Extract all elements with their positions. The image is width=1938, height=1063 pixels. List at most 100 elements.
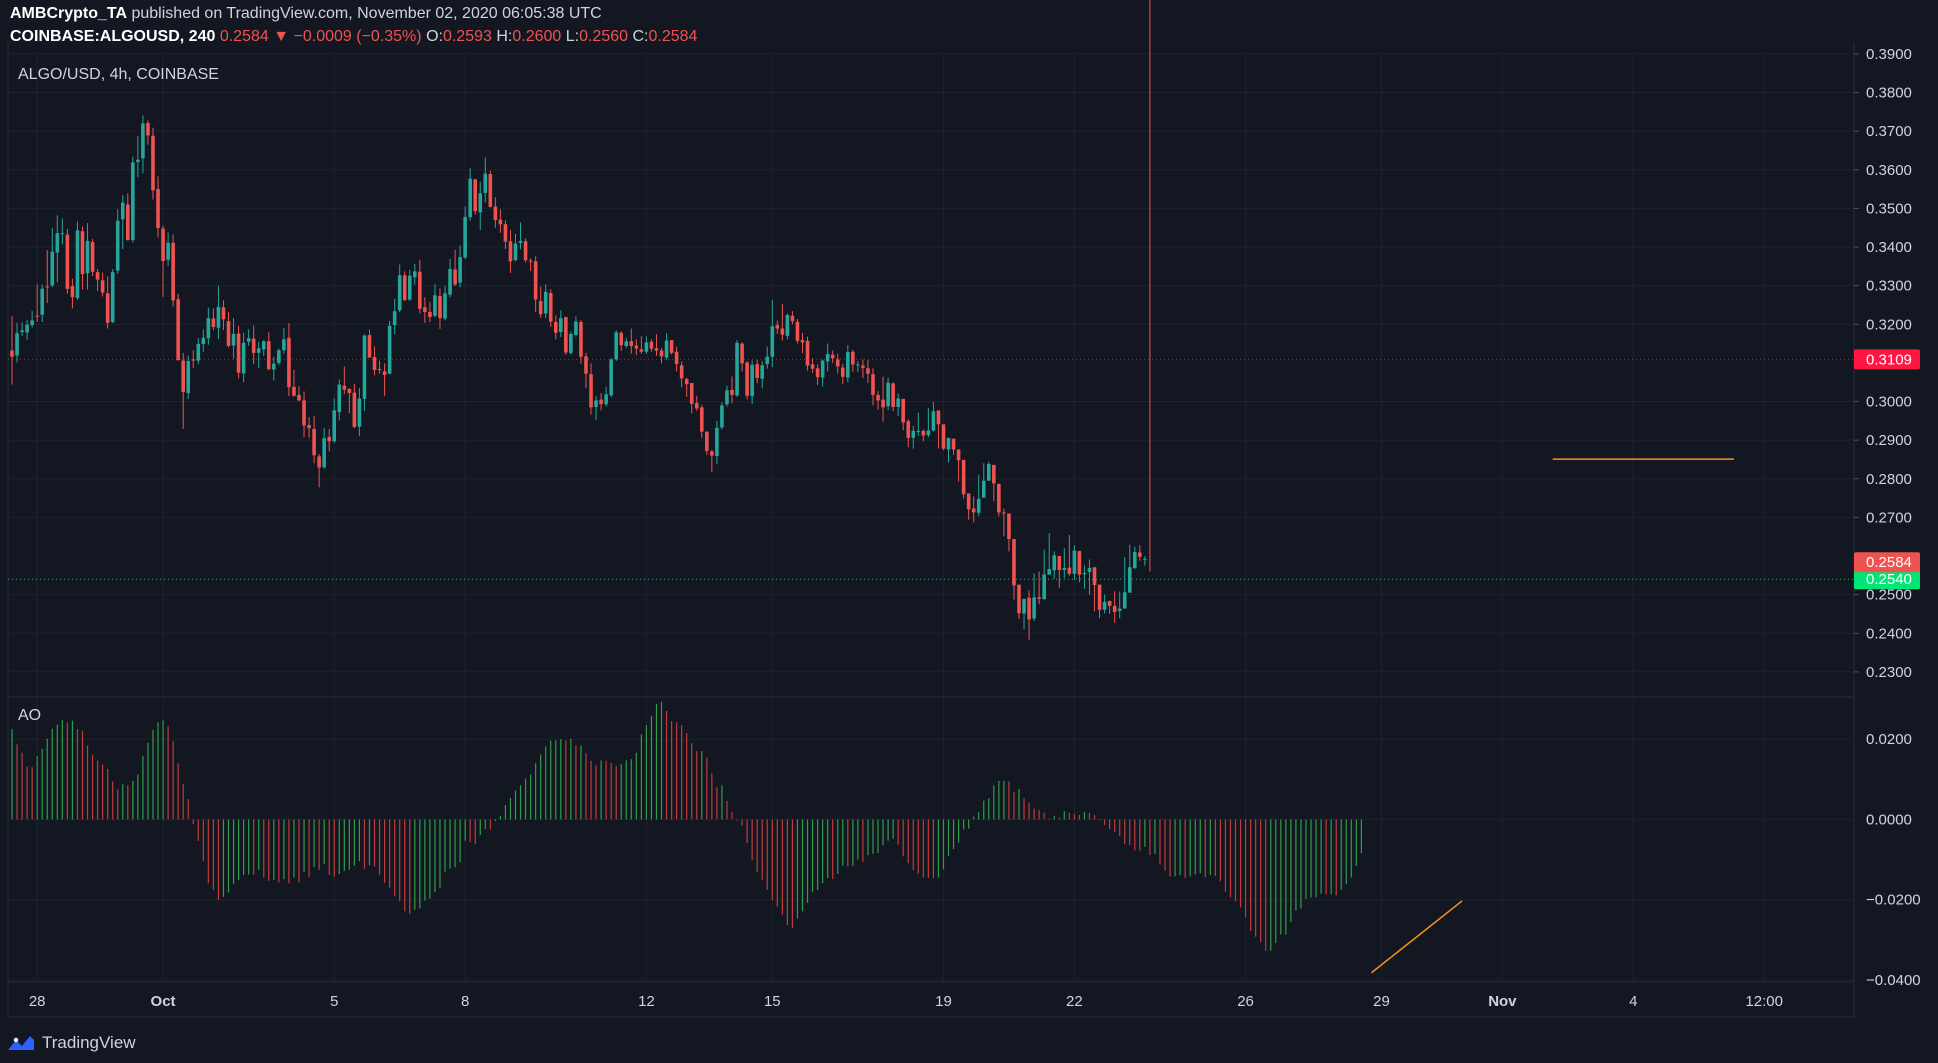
candle-body[interactable]	[851, 351, 855, 365]
candle-body[interactable]	[599, 399, 603, 405]
candle-body[interactable]	[1102, 601, 1107, 610]
candle-body[interactable]	[1097, 584, 1102, 610]
candle-body[interactable]	[478, 193, 483, 213]
candle-body[interactable]	[1107, 600, 1112, 606]
author-name[interactable]: AMBCrypto_TA	[10, 5, 128, 22]
candle-body[interactable]	[810, 364, 815, 369]
candle-body[interactable]	[196, 343, 201, 361]
candle-body[interactable]	[141, 123, 145, 159]
candle-body[interactable]	[846, 352, 850, 378]
ao-pane-title[interactable]: AO	[18, 707, 42, 724]
candle-body[interactable]	[966, 493, 971, 510]
candle-body[interactable]	[1138, 552, 1142, 557]
candle-body[interactable]	[428, 311, 432, 317]
candle-body[interactable]	[110, 272, 115, 322]
candle-body[interactable]	[246, 338, 251, 342]
candle-body[interactable]	[503, 224, 508, 242]
ao-pane[interactable]	[11, 701, 1463, 974]
candle-body[interactable]	[1042, 574, 1046, 600]
candle-body[interactable]	[397, 275, 402, 311]
candle-body[interactable]	[891, 383, 895, 407]
candle-body[interactable]	[443, 293, 447, 319]
candle-body[interactable]	[65, 234, 70, 289]
candle-body[interactable]	[60, 233, 65, 235]
candle-body[interactable]	[639, 349, 644, 352]
candle-body[interactable]	[221, 307, 226, 320]
candle-body[interactable]	[825, 354, 830, 362]
candle-body[interactable]	[433, 295, 437, 316]
candle-body[interactable]	[191, 359, 196, 361]
candle-body[interactable]	[689, 382, 694, 404]
candle-body[interactable]	[715, 427, 719, 456]
candle-body[interactable]	[1143, 558, 1147, 560]
candle-body[interactable]	[272, 363, 276, 370]
candle-body[interactable]	[740, 343, 744, 364]
candle-body[interactable]	[941, 424, 946, 449]
candle-body[interactable]	[699, 407, 704, 432]
candle-body[interactable]	[992, 464, 996, 484]
candle-body[interactable]	[40, 288, 45, 315]
candle-body[interactable]	[901, 398, 905, 423]
candle-body[interactable]	[95, 272, 100, 280]
candle-body[interactable]	[800, 340, 805, 343]
candle-body[interactable]	[886, 382, 890, 407]
candle-body[interactable]	[830, 354, 835, 359]
candle-body[interactable]	[30, 320, 34, 326]
candle-body[interactable]	[538, 301, 543, 315]
candle-body[interactable]	[322, 438, 326, 468]
candle-body[interactable]	[488, 174, 493, 207]
candle-body[interactable]	[835, 359, 840, 367]
candle-body[interactable]	[543, 291, 548, 314]
candle-body[interactable]	[352, 392, 357, 428]
candle-body[interactable]	[448, 269, 452, 295]
price-pane-title[interactable]: ALGO/USD, 4h, COINBASE	[18, 66, 219, 83]
candle-body[interactable]	[619, 332, 624, 346]
candle-body[interactable]	[342, 385, 347, 390]
candle-body[interactable]	[161, 228, 165, 261]
candle-body[interactable]	[946, 437, 951, 450]
footer-brand[interactable]: TradingView	[6, 1033, 136, 1053]
candle-body[interactable]	[871, 374, 875, 395]
candle-body[interactable]	[392, 311, 397, 326]
candle-body[interactable]	[881, 399, 885, 408]
candle-body[interactable]	[559, 318, 563, 333]
candle-body[interactable]	[1117, 608, 1122, 611]
candle-body[interactable]	[513, 243, 518, 261]
candle-body[interactable]	[1027, 597, 1031, 620]
candle-body[interactable]	[201, 337, 206, 344]
candle-body[interactable]	[115, 220, 120, 271]
candle-body[interactable]	[1092, 567, 1097, 585]
candle-body[interactable]	[961, 459, 966, 495]
candle-body[interactable]	[951, 438, 956, 450]
candle-body[interactable]	[674, 351, 679, 365]
candle-body[interactable]	[266, 341, 271, 370]
candle-body[interactable]	[357, 398, 362, 427]
candle-body[interactable]	[896, 398, 900, 407]
candle-body[interactable]	[382, 371, 387, 375]
candle-body[interactable]	[1007, 513, 1011, 540]
candle-body[interactable]	[584, 356, 588, 374]
candle-body[interactable]	[25, 324, 29, 333]
candle-body[interactable]	[146, 123, 150, 136]
candle-body[interactable]	[418, 271, 422, 309]
candle-body[interactable]	[90, 242, 95, 272]
candle-body[interactable]	[15, 333, 19, 356]
candle-body[interactable]	[876, 394, 880, 401]
candle-body[interactable]	[604, 394, 608, 405]
candle-body[interactable]	[906, 421, 911, 438]
candle-body[interactable]	[1017, 584, 1021, 614]
candle-body[interactable]	[750, 364, 754, 397]
candle-body[interactable]	[931, 411, 936, 431]
candle-body[interactable]	[755, 364, 759, 378]
candle-body[interactable]	[1112, 605, 1117, 613]
candle-body[interactable]	[564, 316, 568, 353]
candle-body[interactable]	[136, 159, 140, 163]
candle-body[interactable]	[236, 333, 241, 373]
candle-body[interactable]	[664, 340, 669, 358]
candle-body[interactable]	[624, 341, 629, 346]
candle-body[interactable]	[634, 345, 639, 349]
candle-body[interactable]	[216, 306, 221, 328]
symbol-name[interactable]: COINBASE:ALGOUSD, 240	[10, 28, 216, 45]
candle-body[interactable]	[518, 240, 523, 243]
price-axis[interactable]: 0.3900 0.3800 0.3700 0.3600 0.3500 0.3400 0.33…	[1854, 46, 1921, 989]
